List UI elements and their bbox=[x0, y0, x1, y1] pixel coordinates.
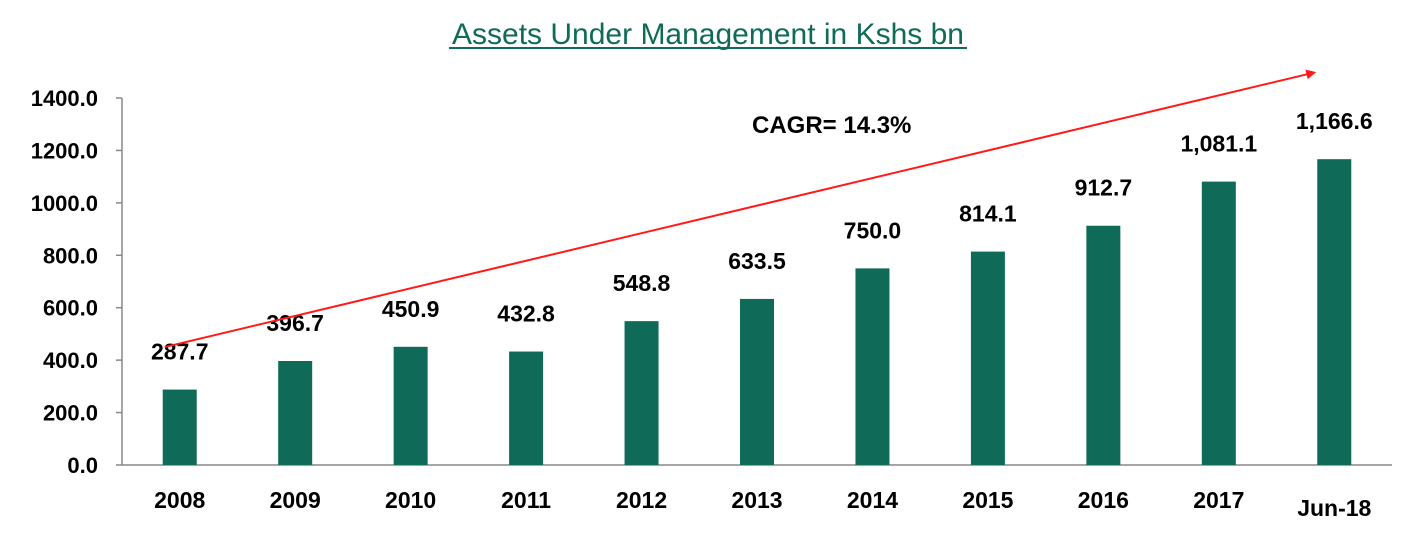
trend-arrow bbox=[164, 69, 1317, 349]
y-tick-label: 800.0 bbox=[43, 243, 98, 268]
x-axis: 2008 2009 2010 2011 2012 2013 2014 2015 2016 2017… bbox=[122, 464, 1392, 521]
bar bbox=[970, 251, 1005, 465]
data-label: 750.0 bbox=[844, 217, 902, 243]
y-tick-label: 1200.0 bbox=[31, 138, 98, 163]
data-label: 396.7 bbox=[266, 310, 324, 336]
x-tick-label: 2012 bbox=[616, 487, 667, 513]
x-tick-label: 2014 bbox=[847, 487, 898, 513]
bar bbox=[1317, 159, 1352, 465]
x-tick-label: 2010 bbox=[385, 487, 436, 513]
y-tick-label: 1400.0 bbox=[31, 86, 98, 111]
x-tick-label: Jun-18 bbox=[1297, 495, 1371, 521]
y-tick-label: 0.0 bbox=[67, 453, 98, 478]
chart-title: Assets Under Management in Kshs bn bbox=[452, 18, 964, 51]
y-tick-label: 600.0 bbox=[43, 296, 98, 321]
y-tick-label: 1000.0 bbox=[31, 191, 98, 216]
x-tick-label: 2015 bbox=[962, 487, 1013, 513]
x-tick-label: 2009 bbox=[270, 487, 321, 513]
trend-arrow-group bbox=[164, 69, 1317, 349]
data-label: 548.8 bbox=[613, 270, 671, 296]
y-tick-label: 200.0 bbox=[43, 401, 98, 426]
data-label: 633.5 bbox=[728, 248, 786, 274]
data-label: 432.8 bbox=[497, 301, 555, 327]
x-tick-label: 2011 bbox=[501, 487, 551, 513]
y-tick-label: 400.0 bbox=[43, 348, 98, 373]
data-label: 1,081.1 bbox=[1180, 131, 1257, 157]
cagr-annotation: CAGR= 14.3% bbox=[752, 112, 911, 139]
data-label: 814.1 bbox=[959, 201, 1017, 227]
bar bbox=[624, 321, 659, 465]
bar bbox=[1201, 181, 1236, 465]
bar bbox=[509, 351, 544, 465]
x-tick-label: 2008 bbox=[154, 487, 205, 513]
x-tick-label: 2017 bbox=[1193, 487, 1244, 513]
x-tick-label: 2016 bbox=[1078, 487, 1129, 513]
bar bbox=[162, 389, 197, 465]
y-axis: 0.0 200.0 400.0 600.0 800.0 1000.0 1200.0 1400.… bbox=[31, 86, 123, 478]
bar bbox=[740, 298, 774, 465]
data-label: 1,166.6 bbox=[1296, 108, 1373, 134]
x-tick-label: 2013 bbox=[731, 487, 782, 513]
data-label: 450.9 bbox=[382, 296, 440, 322]
bar bbox=[393, 346, 428, 465]
bar bbox=[855, 268, 890, 465]
bar bbox=[1086, 225, 1121, 465]
bar bbox=[278, 361, 313, 465]
bars bbox=[162, 159, 1352, 465]
data-label: 912.7 bbox=[1075, 175, 1133, 201]
